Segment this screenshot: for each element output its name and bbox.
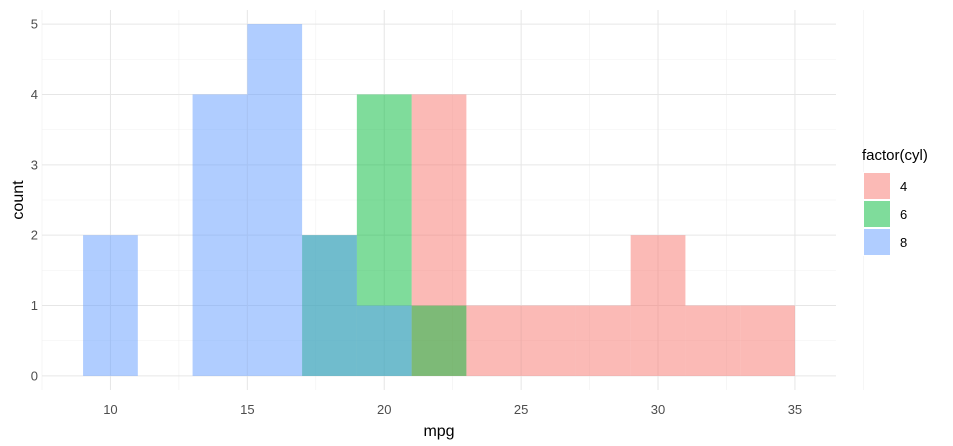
bar-cyl-4 (575, 305, 631, 376)
x-axis-ticks: 10 15 20 25 30 35 (103, 402, 802, 417)
x-tick-label: 15 (240, 402, 254, 417)
legend-swatch-cyl-4 (864, 173, 890, 199)
y-tick-label: 1 (31, 298, 38, 313)
y-tick-label: 3 (31, 157, 38, 172)
bar-cyl-8 (356, 305, 412, 376)
bar-cyl-8 (83, 235, 138, 376)
bar-cyl-4 (466, 305, 522, 376)
y-tick-label: 5 (31, 17, 38, 32)
x-tick-label: 20 (377, 402, 391, 417)
y-tick-label: 4 (31, 87, 38, 102)
y-tick-label: 0 (31, 368, 38, 383)
x-tick-label: 30 (651, 402, 665, 417)
legend: factor(cyl) 4 6 8 (862, 147, 928, 256)
legend-swatch-cyl-8 (864, 229, 890, 255)
bar-cyl-4 (685, 305, 741, 376)
histogram-bars (83, 24, 795, 376)
legend-label-cyl-8: 8 (900, 235, 907, 250)
bar-cyl-8 (192, 94, 248, 376)
x-tick-label: 25 (514, 402, 528, 417)
y-tick-label: 2 (31, 228, 38, 243)
bar-cyl-4 (740, 305, 795, 376)
legend-title: factor(cyl) (862, 147, 928, 164)
legend-swatch-cyl-6 (864, 201, 890, 227)
bar-cyl-6 (411, 305, 467, 376)
y-axis-ticks: 0 1 2 3 4 5 (31, 17, 38, 384)
y-axis-title: count (10, 180, 27, 220)
legend-label-cyl-6: 6 (900, 207, 907, 222)
bar-cyl-4 (521, 305, 576, 376)
legend-label-cyl-4: 4 (900, 179, 907, 194)
x-tick-label: 10 (103, 402, 117, 417)
bar-cyl-8 (247, 24, 303, 376)
bar-cyl-4 (630, 235, 686, 376)
x-axis-title: mpg (423, 423, 454, 440)
bar-cyl-8 (302, 235, 357, 376)
x-tick-label: 35 (788, 402, 802, 417)
